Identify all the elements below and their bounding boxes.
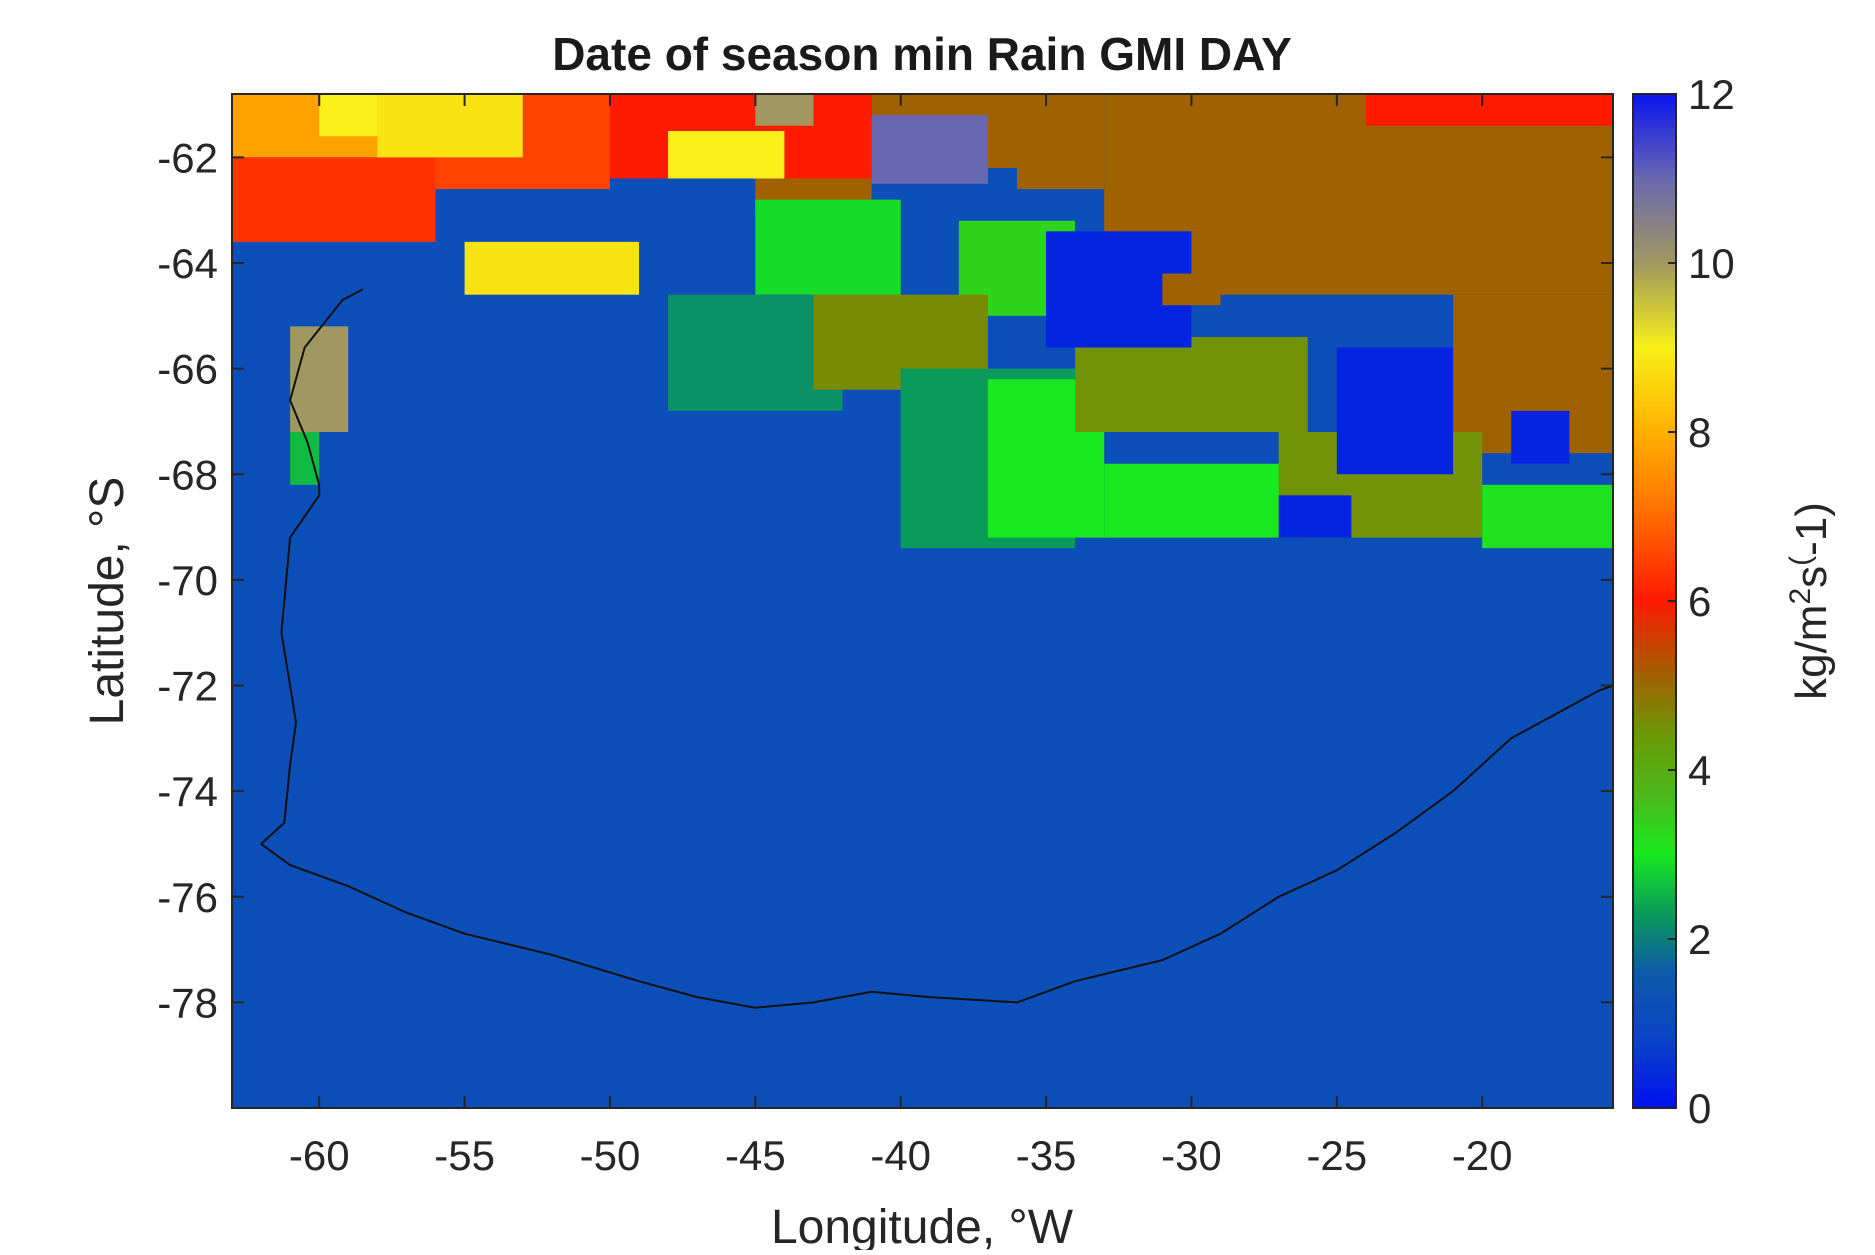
heatmap-cell bbox=[290, 326, 349, 432]
y-tick-label: -78 bbox=[157, 979, 218, 1026]
plot-area bbox=[232, 94, 1613, 1108]
heatmap-cell bbox=[871, 115, 988, 184]
y-tick-label: -62 bbox=[157, 134, 218, 181]
peninsula-coastline bbox=[260, 288, 364, 845]
heatmap-cell bbox=[1511, 410, 1570, 464]
heatmap-cell bbox=[1278, 495, 1352, 538]
x-tick-label: -25 bbox=[1306, 1132, 1367, 1179]
colorbar-tick-label: 4 bbox=[1688, 747, 1711, 794]
colorbar-tick-label: 10 bbox=[1688, 240, 1735, 287]
heatmap-cell bbox=[1016, 94, 1105, 190]
x-tick-label: -20 bbox=[1452, 1132, 1513, 1179]
x-tick-label: -30 bbox=[1161, 1132, 1222, 1179]
colorbar-tick-label: 2 bbox=[1688, 916, 1711, 963]
colorbar-label-mid: s bbox=[1787, 566, 1836, 588]
heatmap-cell bbox=[290, 432, 320, 485]
y-tick-label: -66 bbox=[157, 346, 218, 393]
y-axis-label: Latitude, °S bbox=[81, 477, 134, 726]
y-axis: -62 -64 -66 -68 -70 -72 -74 -76 -78 bbox=[157, 134, 1613, 1026]
heatmap-cell bbox=[755, 199, 901, 295]
x-tick-label: -40 bbox=[870, 1132, 931, 1179]
heatmap-cell bbox=[319, 94, 378, 137]
heatmap-cell bbox=[1336, 347, 1454, 475]
y-tick-label: -68 bbox=[157, 451, 218, 498]
heatmap-cell bbox=[1104, 463, 1308, 538]
y-tick-label: -64 bbox=[157, 240, 218, 287]
x-tick-label: -60 bbox=[289, 1132, 350, 1179]
x-tick-label: -50 bbox=[580, 1132, 641, 1179]
colorbar-label: kg/m2s(-1) bbox=[1784, 502, 1836, 700]
colorbar-tick-label: 12 bbox=[1688, 71, 1735, 118]
heatmap-cell bbox=[1365, 94, 1613, 126]
colorbar-label-sup1: 2 bbox=[1784, 588, 1817, 605]
x-axis: -60 -55 -50 -45 -40 -35 -30 -25 -20 bbox=[289, 94, 1513, 1179]
y-tick-label: -76 bbox=[157, 874, 218, 921]
colorbar-tick-label: 8 bbox=[1688, 409, 1711, 456]
colorbar-label-tail: -1) bbox=[1787, 502, 1836, 556]
heatmap-cell bbox=[464, 241, 640, 295]
colorbar-label-base: kg/m bbox=[1787, 605, 1836, 700]
colorbar-label-sup2: ( bbox=[1784, 556, 1817, 566]
heatmap-cell bbox=[755, 94, 814, 126]
colorbar-tick-label: 0 bbox=[1688, 1085, 1711, 1132]
colorbar-tick-label: 6 bbox=[1688, 578, 1711, 625]
heatmap-cell bbox=[377, 94, 523, 158]
heatmap-cell bbox=[1075, 336, 1308, 432]
x-tick-label: -45 bbox=[725, 1132, 786, 1179]
heatmap-cell bbox=[668, 130, 785, 179]
x-axis-label: Longitude, °W bbox=[771, 1201, 1074, 1250]
chart-title: Date of season min Rain GMI DAY bbox=[552, 28, 1292, 80]
plot-frame bbox=[231, 93, 1614, 1109]
y-tick-label: -70 bbox=[157, 557, 218, 604]
coastline bbox=[260, 684, 1613, 1009]
colorbar-axis: 0 2 4 6 8 10 12 bbox=[1668, 71, 1735, 1132]
x-tick-label: -55 bbox=[434, 1132, 495, 1179]
y-tick-label: -74 bbox=[157, 768, 218, 815]
heatmap-cell bbox=[232, 157, 436, 242]
y-tick-label: -72 bbox=[157, 663, 218, 710]
x-tick-label: -35 bbox=[1016, 1132, 1077, 1179]
heatmap-cell bbox=[1162, 273, 1221, 306]
heatmap-cell bbox=[1482, 484, 1613, 549]
